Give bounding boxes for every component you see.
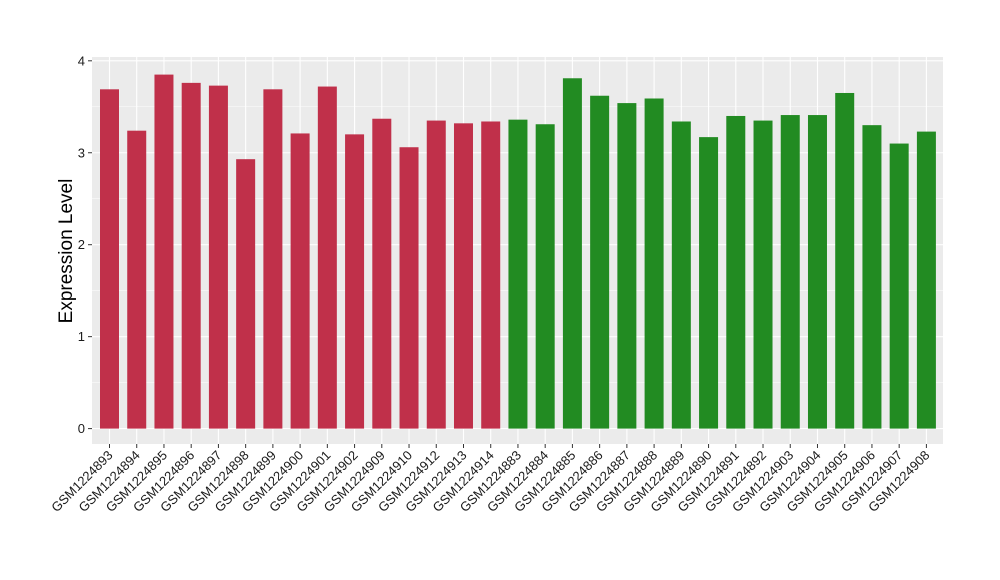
y-tick-label: 1: [78, 329, 85, 344]
bar-GSM1224913: [453, 123, 473, 429]
bar-GSM1224884: [535, 124, 555, 429]
bar-GSM1224894: [127, 130, 147, 429]
y-tick-label: 3: [78, 145, 85, 160]
bar-GSM1224908: [916, 131, 936, 429]
bar-GSM1224904: [807, 115, 827, 429]
bar-GSM1224892: [753, 120, 773, 429]
bar-GSM1224886: [590, 95, 610, 429]
bar-GSM1224889: [671, 121, 691, 429]
bar-GSM1224909: [372, 118, 392, 429]
bar-GSM1224906: [862, 125, 882, 429]
bar-GSM1224896: [181, 82, 201, 429]
bar-GSM1224902: [345, 134, 365, 429]
bar-GSM1224891: [726, 115, 746, 429]
bar-GSM1224903: [780, 115, 800, 429]
x-axis: GSM1224893GSM1224894GSM1224895GSM1224896…: [48, 444, 933, 515]
bar-GSM1224901: [317, 86, 337, 429]
bar-GSM1224907: [889, 143, 909, 429]
y-axis: 0 1 2 3 4: [78, 53, 92, 436]
bar-GSM1224905: [835, 92, 855, 429]
bar-GSM1224888: [644, 98, 664, 429]
bar-GSM1224895: [154, 74, 174, 429]
bar-GSM1224914: [481, 121, 501, 429]
bar-GSM1224898: [236, 159, 256, 429]
y-tick-label: 2: [78, 237, 85, 252]
bar-GSM1224899: [263, 89, 283, 429]
y-tick-label: 0: [78, 421, 85, 436]
bar-GSM1224885: [562, 78, 582, 429]
bar-GSM1224912: [426, 120, 446, 429]
bar-GSM1224887: [617, 103, 637, 429]
bars: [100, 74, 936, 429]
bar-GSM1224900: [290, 133, 310, 429]
bar-GSM1224893: [100, 89, 119, 429]
bar-GSM1224897: [208, 85, 228, 429]
y-tick-label: 4: [78, 53, 85, 68]
bar-GSM1224910: [399, 147, 419, 429]
bar-GSM1224890: [699, 137, 719, 429]
y-axis-title: Expression Level: [56, 179, 77, 324]
bar-GSM1224883: [508, 119, 528, 429]
